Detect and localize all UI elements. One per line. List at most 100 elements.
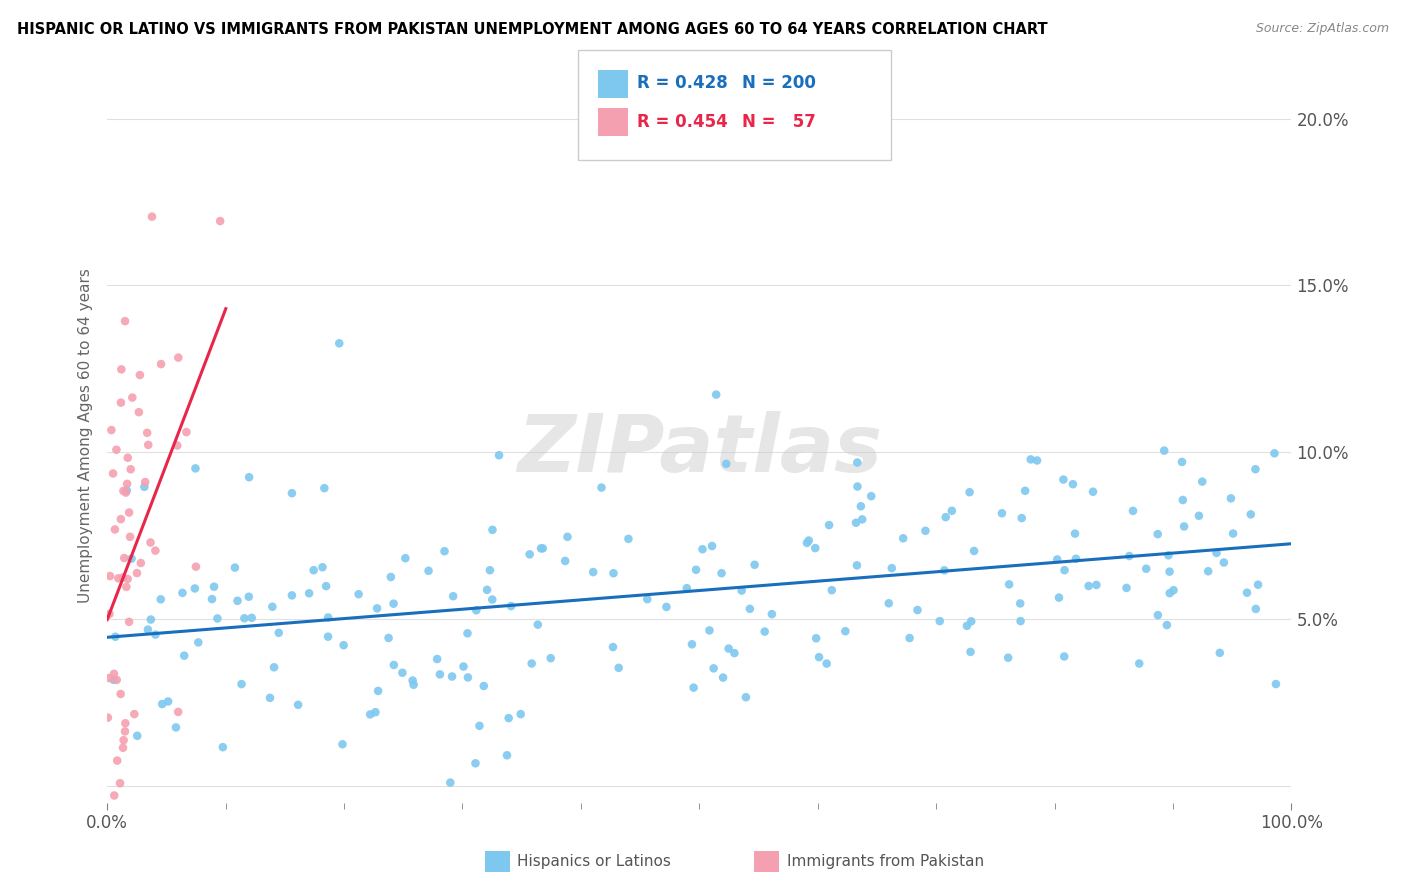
Point [488, 448, 510, 462]
Point [797, 533, 820, 548]
Point [98, 671, 121, 685]
Text: R = 0.428: R = 0.428 [637, 74, 728, 92]
Point [238, 590, 260, 604]
Point [531, 541, 554, 556]
Point [134, 475, 156, 489]
Point [347, 587, 370, 601]
Point [167, 351, 190, 365]
Point [692, 542, 714, 557]
Point [367, 684, 389, 698]
Point [761, 607, 783, 621]
Point [465, 603, 488, 617]
Point [118, 530, 141, 544]
Point [114, 485, 136, 500]
Point [1171, 455, 1194, 469]
Point [104, 630, 127, 644]
Point [418, 564, 440, 578]
Point [934, 563, 956, 577]
Point [711, 671, 734, 685]
Point [1019, 452, 1042, 467]
Point [845, 558, 868, 573]
Point [710, 566, 733, 581]
Text: R = 0.454: R = 0.454 [637, 113, 728, 131]
Point [1115, 581, 1137, 595]
Point [928, 614, 950, 628]
Point [110, 395, 132, 409]
Point [1081, 484, 1104, 499]
Point [377, 631, 399, 645]
Point [1236, 585, 1258, 599]
Point [105, 442, 128, 457]
Point [316, 610, 339, 624]
Point [118, 506, 141, 520]
Point [1244, 462, 1267, 476]
Point [1157, 549, 1180, 563]
Point [238, 470, 260, 484]
Point [501, 599, 523, 613]
Point [1085, 578, 1108, 592]
Point [963, 544, 986, 558]
Point [1247, 577, 1270, 591]
Point [97, 711, 120, 725]
Point [1146, 527, 1168, 541]
Text: HISPANIC OR LATINO VS IMMIGRANTS FROM PAKISTAN UNEMPLOYMENT AMONG AGES 60 TO 64 : HISPANIC OR LATINO VS IMMIGRANTS FROM PA… [17, 22, 1047, 37]
Point [478, 563, 501, 577]
Point [496, 748, 519, 763]
Point [1026, 453, 1049, 467]
Point [699, 624, 721, 638]
Point [165, 720, 187, 734]
Point [315, 579, 337, 593]
Text: N = 200: N = 200 [742, 74, 817, 92]
Point [115, 483, 138, 498]
Point [366, 601, 388, 615]
Text: N =   57: N = 57 [742, 113, 817, 131]
Point [110, 512, 132, 526]
Point [898, 631, 921, 645]
Point [136, 438, 159, 452]
Point [1219, 491, 1241, 506]
Point [834, 624, 856, 639]
Point [959, 485, 981, 500]
Text: ZIPatlas: ZIPatlas [517, 411, 882, 489]
Point [426, 652, 449, 666]
Point [134, 805, 156, 820]
Point [818, 518, 841, 533]
Point [302, 563, 325, 577]
Point [110, 362, 132, 376]
Point [557, 530, 579, 544]
Point [98, 569, 121, 583]
Point [328, 336, 350, 351]
Point [441, 589, 464, 603]
Point [173, 648, 195, 663]
Point [723, 646, 745, 660]
Point [554, 554, 576, 568]
Point [959, 645, 981, 659]
Point [1135, 562, 1157, 576]
Point [735, 690, 758, 705]
Point [187, 635, 209, 649]
Point [453, 659, 475, 673]
Point [176, 425, 198, 439]
Point [845, 516, 868, 530]
Point [1053, 563, 1076, 577]
Point [267, 625, 290, 640]
Text: Hispanics or Latinos: Hispanics or Latinos [517, 855, 671, 869]
Point [150, 357, 173, 371]
Point [1163, 583, 1185, 598]
Point [846, 456, 869, 470]
Point [114, 716, 136, 731]
Point [105, 673, 128, 687]
Point [1263, 446, 1285, 460]
Point [1147, 608, 1170, 623]
Point [226, 594, 249, 608]
Point [209, 214, 232, 228]
Point [103, 666, 125, 681]
Point [108, 776, 131, 790]
Point [1209, 646, 1232, 660]
Point [112, 740, 135, 755]
Point [382, 597, 405, 611]
Point [1052, 473, 1074, 487]
Point [815, 657, 838, 671]
Point [118, 615, 141, 629]
Point [540, 651, 562, 665]
